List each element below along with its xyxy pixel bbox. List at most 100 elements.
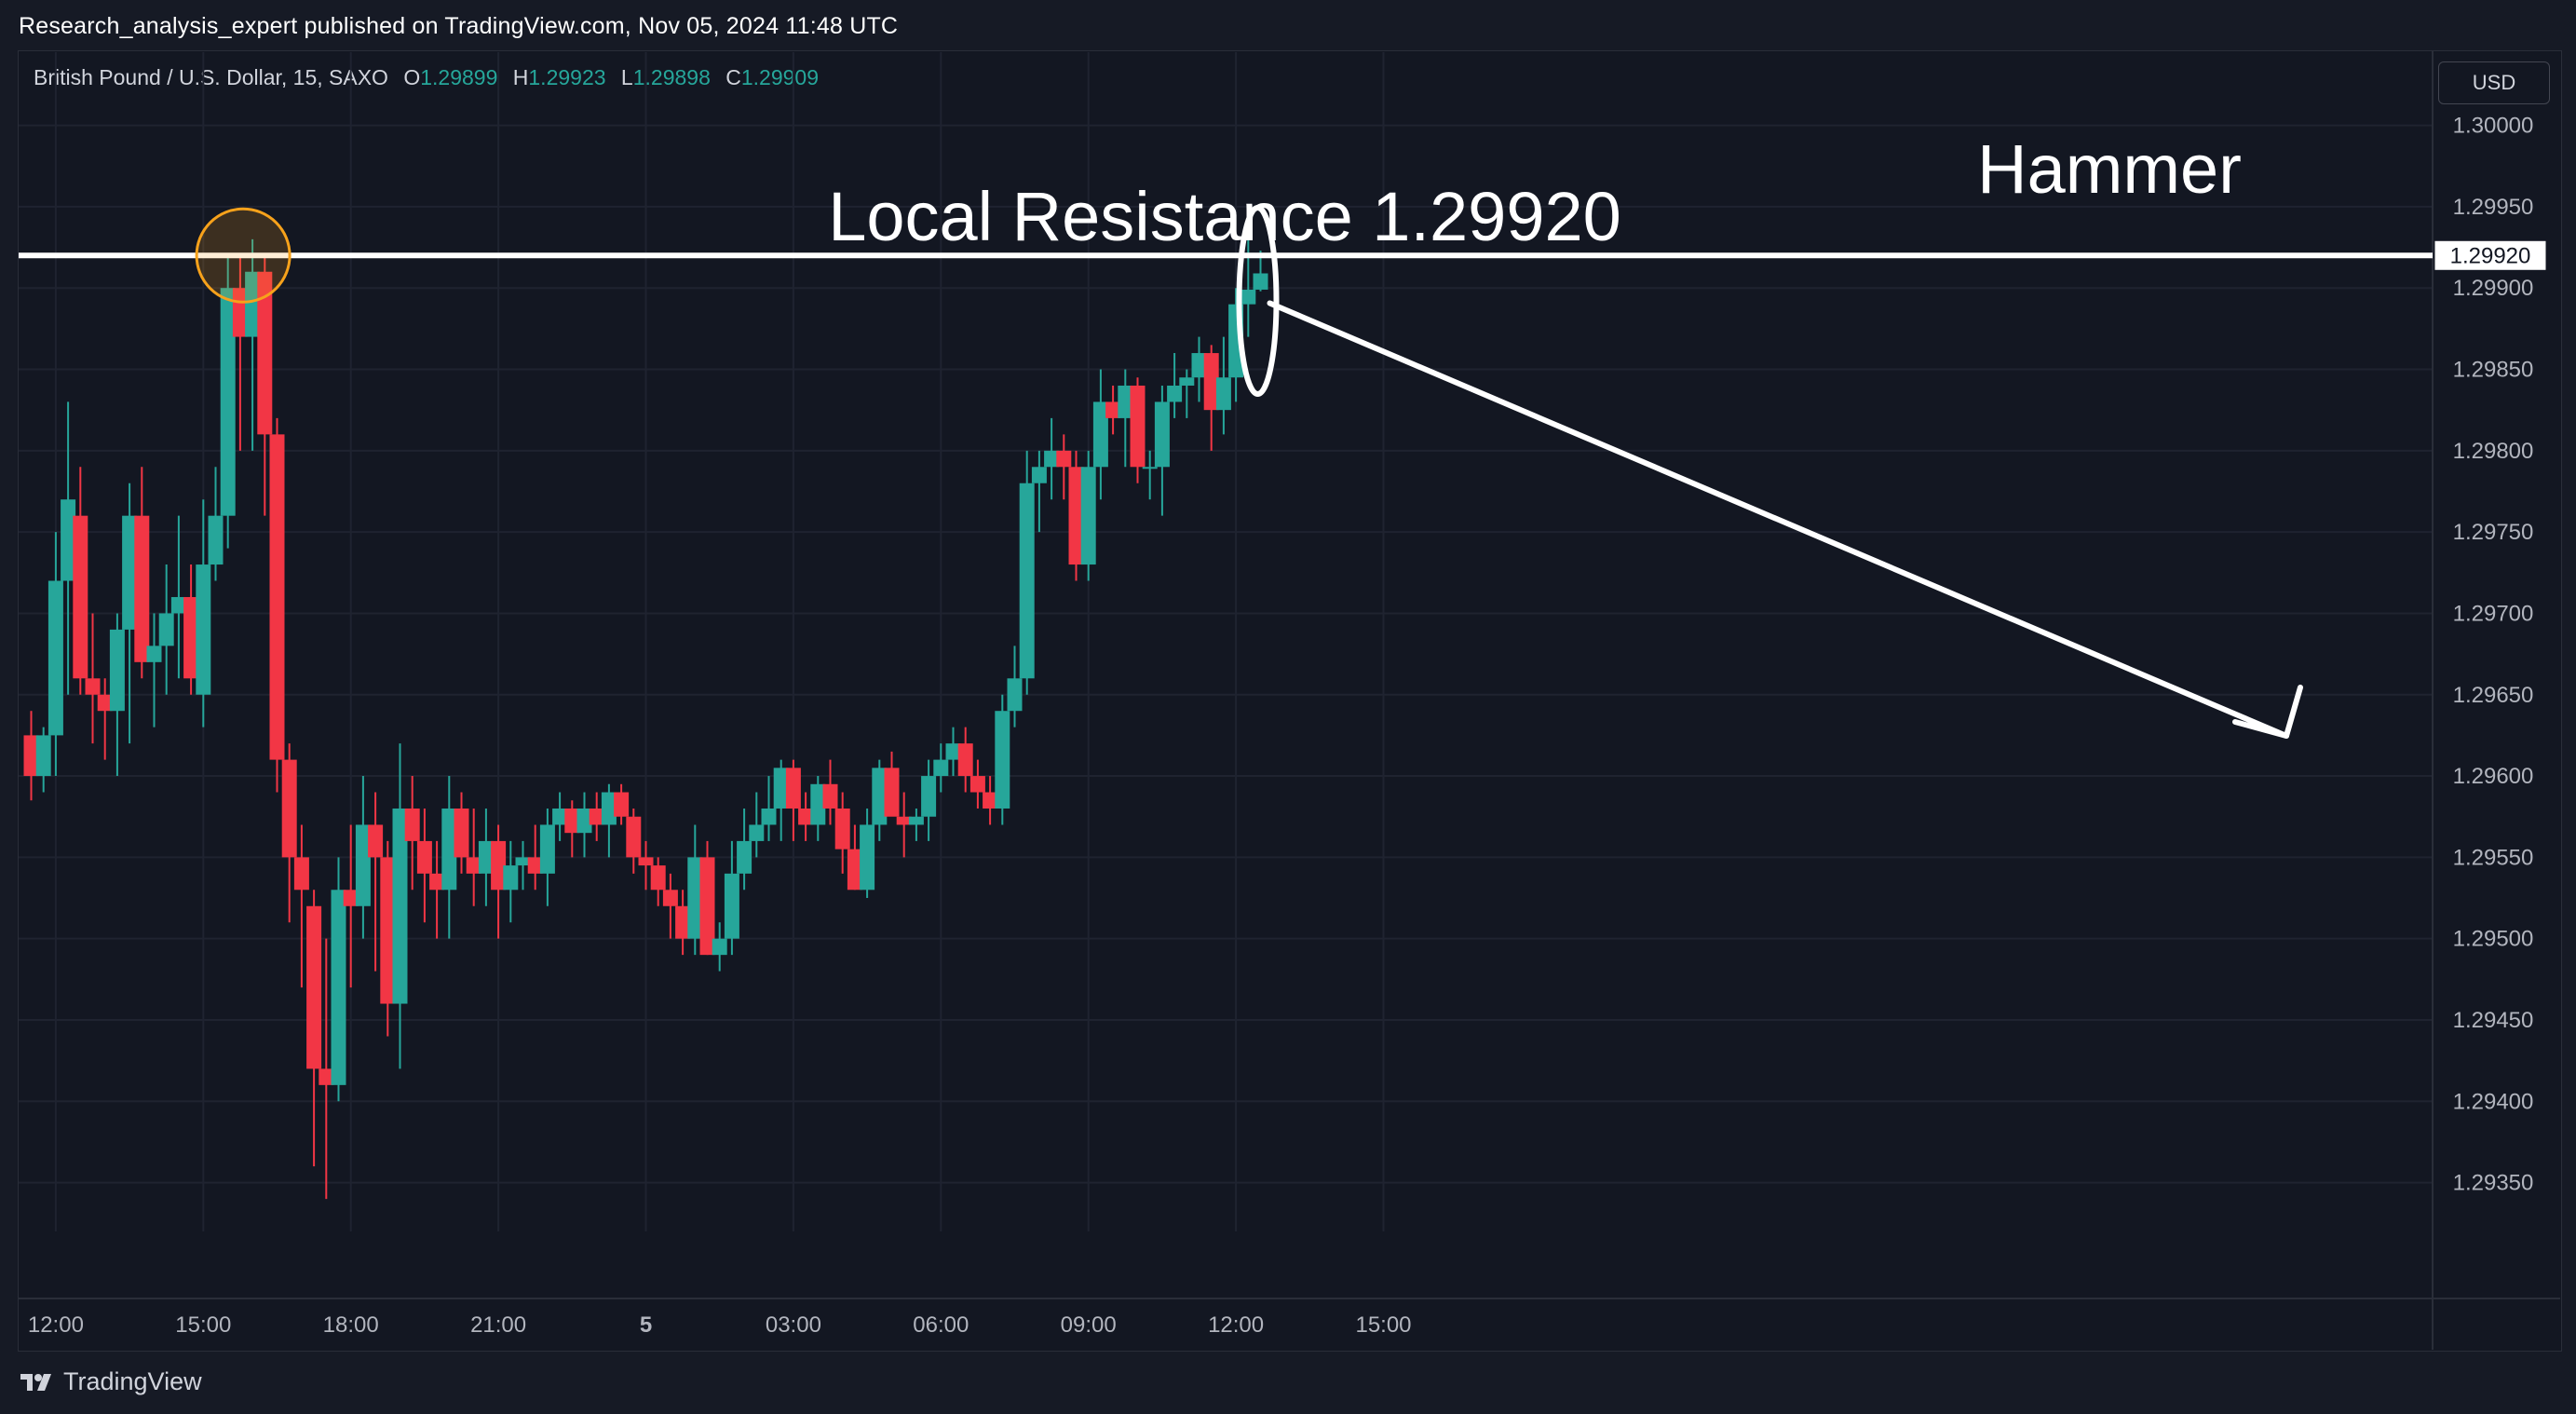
candle-body-down <box>527 857 543 874</box>
x-tick-label: 12:00 <box>28 1312 84 1338</box>
candle-body-down <box>798 808 814 825</box>
open-label: O <box>403 65 421 89</box>
candle-body-down <box>662 890 678 906</box>
candle-body-up <box>921 776 937 817</box>
candle-body-up <box>1215 377 1231 411</box>
candle-body-up <box>576 808 592 834</box>
grid-lines <box>19 52 2433 1231</box>
symbol-name[interactable]: British Pound / U.S. Dollar, 15, SAXO <box>34 65 388 89</box>
candle-body-down <box>281 759 297 858</box>
candle-body-down <box>884 768 900 817</box>
candle-body-down <box>969 776 985 793</box>
candle-body-up <box>122 515 138 630</box>
candle-body-up <box>503 865 519 891</box>
close-label: C <box>725 65 741 89</box>
y-tick-label: 1.29550 <box>2453 845 2534 870</box>
candle-body-down <box>416 840 432 874</box>
price-marker-box <box>2434 239 2547 271</box>
y-tick-label: 1.29800 <box>2453 439 2534 464</box>
candle-body-up <box>515 857 531 866</box>
candle-body-down <box>269 434 285 760</box>
high-label: H <box>512 65 529 89</box>
currency-button[interactable]: USD <box>2438 61 2550 104</box>
candle-body-down <box>319 1068 334 1085</box>
candle-body-up <box>1007 678 1023 712</box>
candle-body-down <box>847 849 862 891</box>
low-label: L <box>620 65 633 89</box>
candle-body-down <box>73 515 88 679</box>
candle-body-down <box>466 857 481 874</box>
candle-body-up <box>355 824 371 906</box>
arrow-head <box>2232 685 2303 739</box>
candle-body-down <box>1203 353 1219 411</box>
candles <box>23 206 1268 1200</box>
brand-name: TradingView <box>63 1367 202 1395</box>
candle-body-down <box>343 890 359 906</box>
hammer-ellipse <box>1236 205 1280 397</box>
price-marker-label: 1.29920 <box>2450 243 2531 268</box>
y-tick-label: 1.29700 <box>2453 601 2534 626</box>
candle-body-down <box>1056 450 1072 468</box>
candle-body-down <box>983 792 998 809</box>
candle-body-up <box>1031 467 1047 483</box>
candle-body-up <box>749 824 765 841</box>
publisher-line: Research_analysis_expert published on Tr… <box>19 13 899 39</box>
y-tick-label: 1.29650 <box>2453 683 2534 708</box>
tradingview-icon <box>20 1373 51 1391</box>
candle-body-up <box>170 596 186 614</box>
candle-body-down <box>614 792 630 817</box>
candle-body-down <box>1068 467 1084 565</box>
candle-body-up <box>908 816 924 825</box>
candle-body-up <box>1167 385 1183 402</box>
symbol-legend[interactable]: British Pound / U.S. Dollar, 15, SAXO O 1… <box>34 65 819 90</box>
x-tick-label: 12:00 <box>1208 1312 1264 1338</box>
high-value: 1.29923 <box>528 65 606 89</box>
candle-body-up <box>35 735 51 777</box>
y-tick-label: 1.29350 <box>2453 1171 2534 1196</box>
candle-body-down <box>650 865 666 891</box>
hammer-label: Hammer <box>1977 130 2242 208</box>
candle-body-up <box>1142 467 1158 469</box>
candle-body-up <box>773 768 789 809</box>
candle-body-up <box>872 768 888 825</box>
candle-body-down <box>896 816 912 825</box>
y-tick-label: 1.29400 <box>2453 1089 2534 1114</box>
candle-body-up <box>552 808 568 825</box>
close-value: 1.29909 <box>740 65 820 89</box>
candle-body-up <box>220 288 236 516</box>
candle-body-down <box>257 271 273 435</box>
y-tick-label: 1.29850 <box>2453 358 2534 383</box>
candle-body-down <box>491 840 507 891</box>
candle-body-down <box>23 735 39 777</box>
candle-body-up <box>1118 385 1133 418</box>
x-tick-label: 21:00 <box>470 1312 526 1338</box>
x-tick-label: 03:00 <box>766 1312 821 1338</box>
candle-body-down <box>589 808 604 825</box>
candle-body-up <box>47 580 63 736</box>
x-tick-label: 5 <box>640 1312 652 1338</box>
candle-body-down <box>675 905 691 939</box>
candle-body-up <box>109 629 125 712</box>
candle-body-down <box>699 857 715 956</box>
tradingview-logo[interactable]: TradingView <box>19 1367 202 1396</box>
resistance-label: Local Resistance 1.29920 <box>828 178 1621 255</box>
y-tick-label: 1.29500 <box>2453 927 2534 952</box>
x-tick-label: 18:00 <box>323 1312 379 1338</box>
candle-body-up <box>392 808 408 1004</box>
chart-frame[interactable] <box>18 50 2562 1352</box>
candle-body-down <box>1130 385 1146 468</box>
y-tick-label: 1.29600 <box>2453 764 2534 789</box>
candle-body-up <box>860 824 875 891</box>
candle-body-up <box>810 783 826 825</box>
x-tick-label: 09:00 <box>1061 1312 1117 1338</box>
candle-body-up <box>1019 483 1035 679</box>
y-tick-label: 1.29750 <box>2453 520 2534 545</box>
candle-body-down <box>454 808 469 858</box>
x-tick-label: 15:00 <box>175 1312 231 1338</box>
candle-body-up <box>245 271 261 337</box>
candle-body-down <box>293 857 309 891</box>
candle-body-down <box>134 515 150 662</box>
candle-body-up <box>539 824 555 874</box>
candle-body-down <box>1105 401 1121 418</box>
